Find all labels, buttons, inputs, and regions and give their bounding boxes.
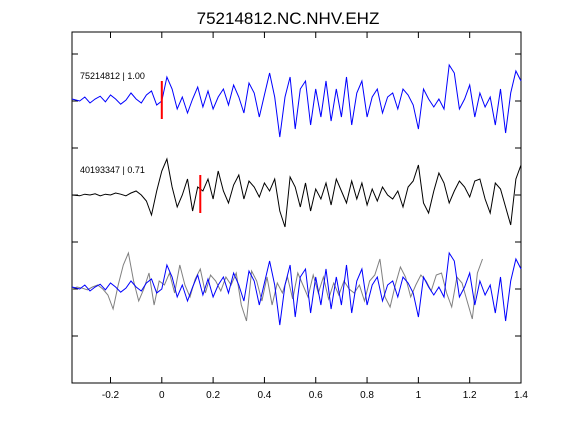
trace-label: 75214812 | 1.00	[80, 71, 145, 81]
trace-label: 40193347 | 0.71	[80, 165, 145, 175]
x-tick-label: 1.2	[463, 390, 477, 401]
y-axis-ticks	[72, 53, 521, 337]
x-tick-label: 1.4	[514, 390, 528, 401]
plot-frame	[71, 31, 522, 384]
x-tick-label: 0	[159, 390, 165, 401]
overlay-panel	[71, 251, 522, 326]
x-tick-label: 0.8	[360, 390, 374, 401]
chart-title: 75214812.NC.NHV.EHZ	[197, 9, 380, 28]
x-tick-label: 0.6	[309, 390, 323, 401]
x-tick-label: 1	[416, 390, 422, 401]
x-tick-label: 0.4	[257, 390, 271, 401]
x-axis: -0.2 0 0.2 0.4 0.6 0.8 1 1.2 1.4	[102, 32, 528, 401]
x-tick-label: 0.2	[206, 390, 220, 401]
series-line-1	[71, 157, 522, 228]
overlay-series-line-75214812	[71, 251, 522, 326]
x-tick-label: -0.2	[102, 390, 120, 401]
trace-labels: 75214812 | 1.00 40193347 | 0.71	[80, 71, 145, 175]
overlay-series-line-40193347	[71, 251, 483, 322]
traces-panel	[71, 63, 522, 228]
series-line-0	[71, 63, 522, 138]
